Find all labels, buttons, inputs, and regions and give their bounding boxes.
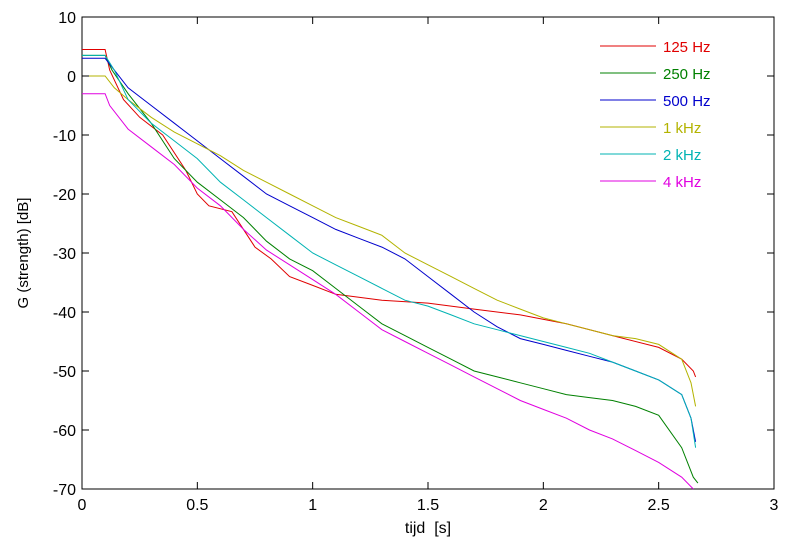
- legend-label: 125 Hz: [663, 39, 711, 56]
- series-line-5: [82, 93, 694, 490]
- y-tick-label: -20: [53, 187, 76, 204]
- y-tick-label: -40: [53, 305, 76, 322]
- x-tick-label: 1.5: [417, 497, 439, 514]
- x-tick-label: 1: [308, 497, 317, 514]
- legend-label: 4 kHz: [663, 174, 701, 191]
- y-tick-label: -60: [53, 423, 76, 440]
- x-tick-label: 2.5: [648, 497, 670, 514]
- y-tick-label: 0: [67, 69, 76, 86]
- series-lines: [82, 49, 699, 490]
- legend-label: 2 kHz: [663, 147, 701, 164]
- y-tick-label: -70: [53, 482, 76, 499]
- legend-label: 500 Hz: [663, 93, 711, 110]
- y-tick-label: 10: [58, 10, 76, 27]
- x-tick-label: 0: [78, 497, 87, 514]
- axis-ticks: 0 0.5 1 1.5 2 2.5 3 10 0 -10 -20 -30 -40 -50 -60 -70: [53, 10, 779, 514]
- x-axis-label: tijd [s]: [405, 520, 451, 537]
- legend-label: 250 Hz: [663, 66, 711, 83]
- y-tick-label: -30: [53, 246, 76, 263]
- series-line-3: [82, 75, 697, 407]
- y-tick-label: -10: [53, 128, 76, 145]
- y-axis-label: G (strength) [dB]: [15, 198, 32, 309]
- y-tick-label: -50: [53, 364, 76, 381]
- x-tick-label: 3: [770, 497, 779, 514]
- x-tick-label: 0.5: [186, 497, 208, 514]
- x-tick-label: 2: [539, 497, 548, 514]
- legend-label: 1 kHz: [663, 120, 701, 137]
- series-line-1: [82, 54, 699, 484]
- plot-area: [81, 16, 775, 490]
- legend: 125 Hz 250 Hz 500 Hz 1 kHz 2 kHz 4 kHz: [600, 39, 711, 191]
- series-line-4: [82, 54, 697, 448]
